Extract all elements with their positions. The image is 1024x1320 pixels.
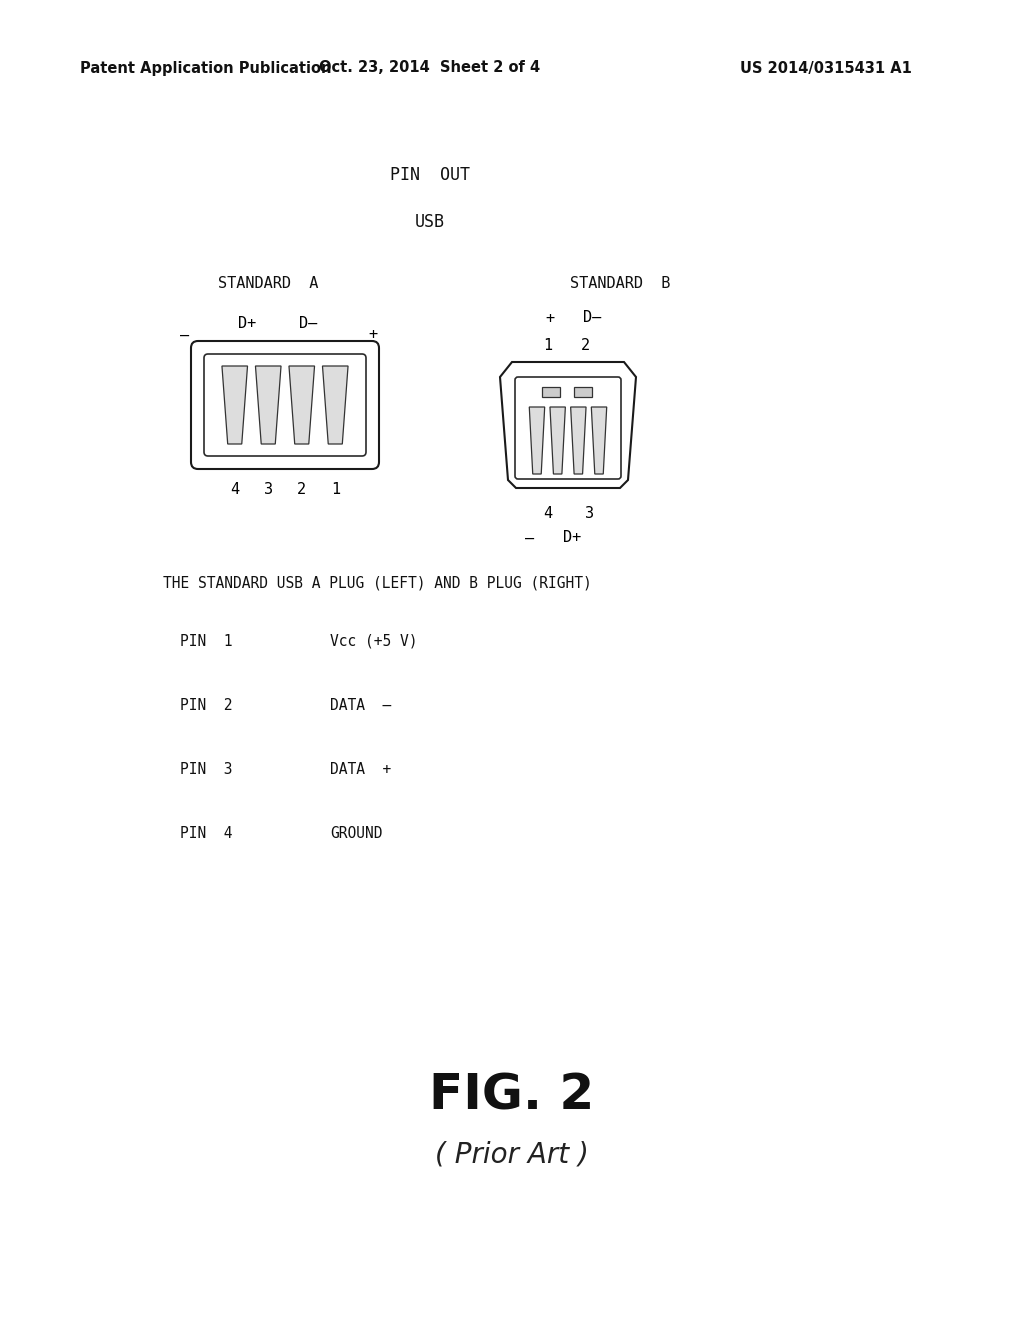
Text: D–: D– xyxy=(299,315,317,330)
Text: –: – xyxy=(180,327,189,342)
Text: DATA  —: DATA — xyxy=(330,697,391,713)
Text: 4: 4 xyxy=(544,506,553,520)
Text: PIN  OUT: PIN OUT xyxy=(390,166,470,183)
Text: 3: 3 xyxy=(586,506,595,520)
Text: 4: 4 xyxy=(230,483,240,498)
FancyBboxPatch shape xyxy=(204,354,366,455)
Text: –: – xyxy=(525,531,535,545)
Text: 2: 2 xyxy=(581,338,590,352)
Text: Oct. 23, 2014  Sheet 2 of 4: Oct. 23, 2014 Sheet 2 of 4 xyxy=(319,61,541,75)
Text: US 2014/0315431 A1: US 2014/0315431 A1 xyxy=(740,61,912,75)
Text: ( Prior Art ): ( Prior Art ) xyxy=(435,1140,589,1170)
Text: +: + xyxy=(369,327,378,342)
Text: DATA  +: DATA + xyxy=(330,762,391,776)
FancyBboxPatch shape xyxy=(191,341,379,469)
Polygon shape xyxy=(255,366,281,444)
Text: D+: D+ xyxy=(563,531,582,545)
Text: Patent Application Publication: Patent Application Publication xyxy=(80,61,332,75)
Text: GROUND: GROUND xyxy=(330,825,383,841)
Polygon shape xyxy=(500,362,636,488)
Text: STANDARD  A: STANDARD A xyxy=(218,276,318,290)
Polygon shape xyxy=(591,407,607,474)
Polygon shape xyxy=(529,407,545,474)
Text: USB: USB xyxy=(415,213,445,231)
Bar xyxy=(574,387,592,397)
Text: +: + xyxy=(546,310,555,326)
Text: STANDARD  B: STANDARD B xyxy=(569,276,670,290)
Polygon shape xyxy=(289,366,314,444)
Polygon shape xyxy=(570,407,586,474)
Text: PIN  4: PIN 4 xyxy=(180,825,232,841)
Text: D–: D– xyxy=(583,310,601,326)
Text: PIN  1: PIN 1 xyxy=(180,634,232,648)
Polygon shape xyxy=(222,366,248,444)
Text: PIN  3: PIN 3 xyxy=(180,762,232,776)
Polygon shape xyxy=(323,366,348,444)
Text: THE STANDARD USB A PLUG (LEFT) AND B PLUG (RIGHT): THE STANDARD USB A PLUG (LEFT) AND B PLU… xyxy=(163,576,592,590)
Text: D+: D+ xyxy=(238,315,256,330)
Text: FIG. 2: FIG. 2 xyxy=(429,1071,595,1119)
Text: 1: 1 xyxy=(331,483,340,498)
Text: 2: 2 xyxy=(297,483,306,498)
Text: 1: 1 xyxy=(544,338,553,352)
Polygon shape xyxy=(550,407,565,474)
FancyBboxPatch shape xyxy=(515,378,621,479)
Bar xyxy=(542,387,560,397)
Text: Vcc (+5 V): Vcc (+5 V) xyxy=(330,634,418,648)
Text: PIN  2: PIN 2 xyxy=(180,697,232,713)
Text: 3: 3 xyxy=(264,483,272,498)
